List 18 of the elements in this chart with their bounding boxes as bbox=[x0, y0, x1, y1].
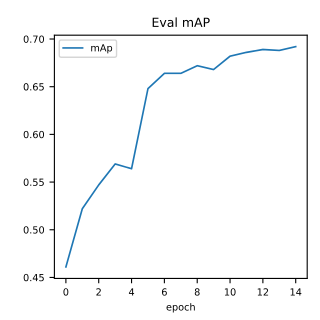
x-tick-label: 0 bbox=[63, 288, 68, 296]
chart-title: Eval mAP bbox=[152, 17, 210, 28]
y-tick-label: 0.45 bbox=[24, 274, 44, 282]
legend-label: mAp bbox=[91, 44, 112, 54]
line-series bbox=[65, 46, 297, 268]
x-tick-label: 6 bbox=[162, 288, 167, 296]
x-tick-label: 10 bbox=[224, 288, 236, 296]
x-tick-label: 12 bbox=[258, 288, 268, 296]
y-tick-label: 0.70 bbox=[24, 35, 44, 43]
x-axis-title: epoch bbox=[166, 303, 195, 312]
x-tick-label: 8 bbox=[194, 288, 200, 296]
y-tick-label: 0.60 bbox=[24, 130, 44, 138]
y-tick-label: 0.55 bbox=[24, 178, 44, 186]
x-tick-label: 2 bbox=[96, 288, 101, 296]
x-tick-label: 4 bbox=[128, 288, 134, 296]
x-tick-label: 14 bbox=[290, 288, 302, 296]
y-tick-label: 0.50 bbox=[24, 226, 44, 234]
y-tick-label: 0.65 bbox=[24, 83, 44, 91]
